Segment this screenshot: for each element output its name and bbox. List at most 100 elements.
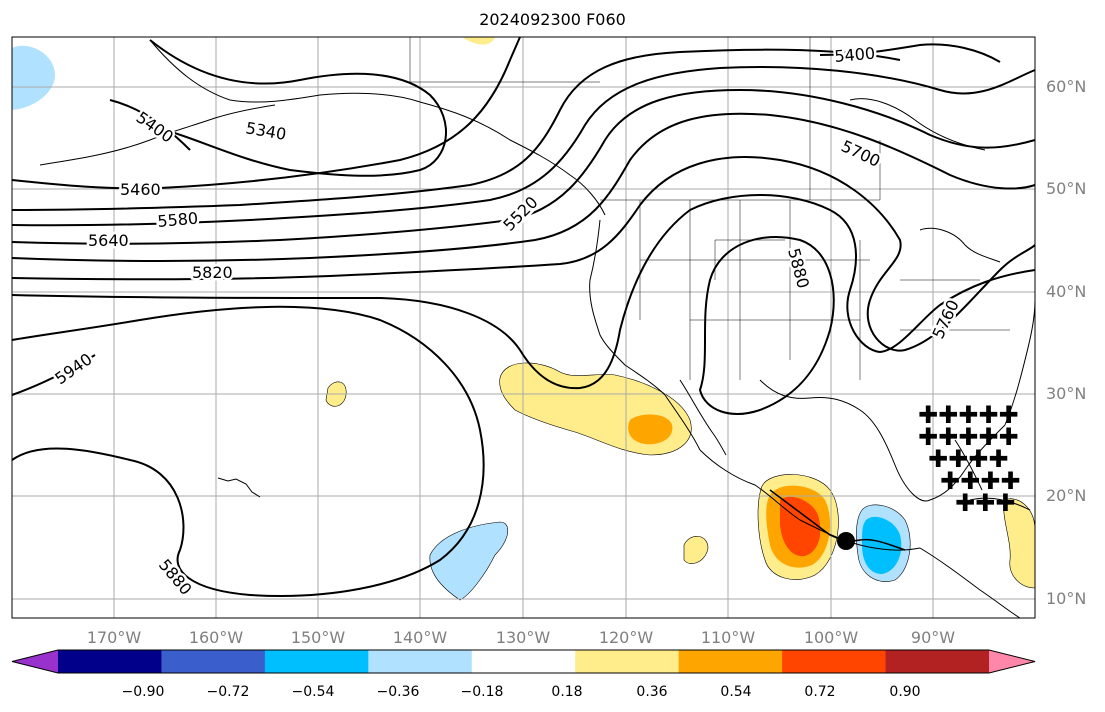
contour-5760 (11, 156, 1036, 352)
map-title: 2024092300 F060 (479, 10, 626, 29)
height-contours (11, 36, 1036, 597)
plus-marker: ✚✚✚ (955, 489, 1015, 517)
lat-label: 60°N (1046, 77, 1087, 96)
contour-label: 5400 (834, 44, 876, 66)
colorbar-segment (58, 650, 162, 673)
alaska-coast (149, 39, 606, 216)
colorbar-tick-label: 0.90 (889, 684, 921, 700)
negative-field-gulf-core (862, 516, 902, 574)
contour-label: 5880 (784, 246, 813, 290)
lon-label: 120°W (598, 628, 654, 647)
contour-label: 5340 (244, 118, 287, 144)
great-lakes (919, 227, 1001, 263)
contour-5700 (11, 112, 1036, 262)
contour-5880 (11, 305, 485, 597)
contour-5400-west (109, 99, 191, 151)
colorbar-tick-label: 0.18 (551, 684, 583, 700)
contour-5820 (11, 194, 1036, 390)
gulf-coast (759, 379, 1006, 502)
colorbar-outline (11, 649, 1036, 674)
colorbar-segment (885, 650, 990, 673)
lon-label: 90°W (910, 628, 956, 647)
mexico-coast (699, 449, 921, 551)
lat-label: 10°N (1046, 589, 1087, 608)
colorbar-tick-label: −0.72 (206, 684, 250, 700)
lon-label: 100°W (803, 628, 859, 647)
cuba (969, 497, 1031, 511)
state-borders (409, 37, 1010, 380)
contour-label: 5940 (51, 349, 95, 388)
contour-5400-east (819, 43, 1001, 63)
contour-label: 5580 (157, 209, 199, 231)
shaded-fields (12, 37, 1036, 601)
positive-field-caribbean (1003, 498, 1036, 589)
lon-label: 140°W (392, 628, 448, 647)
contour-label: 5640 (88, 231, 129, 250)
lat-label: 20°N (1046, 486, 1087, 505)
central-america (919, 547, 1021, 619)
colorbar-tick-label: 0.72 (804, 684, 836, 700)
lon-label: 170°W (86, 628, 142, 647)
map-area: ✚✚✚✚✚ ✚✚✚✚✚ ✚✚✚✚ ✚✚✚✚ ✚✚✚ 5400 5340 5460… (11, 36, 1036, 619)
colorbar-extend-min (12, 650, 58, 673)
contour-label: 5820 (192, 263, 233, 282)
colorbar-segment (161, 650, 266, 673)
lon-label: 110°W (700, 628, 756, 647)
contour-5460 (11, 36, 521, 190)
hawaii (217, 477, 261, 498)
colorbar-segment (575, 650, 680, 673)
lat-label: 40°N (1046, 282, 1087, 301)
lon-label: 130°W (495, 628, 551, 647)
storm-track (769, 489, 906, 551)
marker-cluster: ✚✚✚✚✚ ✚✚✚✚✚ ✚✚✚✚ ✚✚✚✚ ✚✚✚ (918, 401, 1020, 517)
plus-marker: ✚✚✚✚ (928, 445, 1008, 473)
contour-5940 (11, 354, 96, 396)
colorbar-segment (264, 650, 369, 673)
positive-field-small-2 (683, 536, 709, 564)
graticule (12, 37, 1035, 618)
contour-label: 5460 (120, 180, 161, 199)
florida (954, 439, 983, 491)
lon-label: 160°W (188, 628, 244, 647)
lat-label: 50°N (1046, 179, 1087, 198)
colorbar-segment (782, 650, 887, 673)
contour-label: 5520 (499, 193, 541, 235)
colorbar-segment (678, 650, 783, 673)
colorbar-tick-label: −0.54 (291, 684, 335, 700)
convective-markers: ✚✚✚✚✚ ✚✚✚✚✚ ✚✚✚✚ ✚✚✚✚ ✚✚✚ (918, 401, 1020, 517)
colorbar-tick-label: −0.36 (376, 684, 420, 700)
negative-field-pacific (429, 521, 508, 601)
colorbar (11, 649, 1036, 674)
colorbar-tick-label: −0.18 (460, 684, 504, 700)
lat-label: 30°N (1046, 384, 1087, 403)
contour-5580 (11, 66, 1036, 227)
colorbar-extend-max (989, 650, 1035, 673)
storm-position (837, 532, 855, 550)
contour-5640 (11, 88, 1036, 245)
contour-5880-east (698, 235, 835, 415)
plus-marker: ✚✚✚✚✚ (918, 423, 1019, 451)
contour-label: 5880 (155, 555, 196, 598)
hudson-coast (849, 98, 986, 151)
positive-field-top (462, 37, 495, 45)
colorbar-segment (471, 650, 576, 673)
colorbar-tick-label: 0.36 (636, 684, 668, 700)
colorbar-segment (368, 650, 473, 673)
east-coast (1004, 299, 1036, 426)
contour-5340 (149, 39, 447, 177)
contour-label: 5760 (928, 297, 962, 342)
contour-label: 5400 (133, 108, 177, 147)
contour-5520 (11, 48, 901, 211)
plus-marker: ✚✚✚✚ (940, 467, 1020, 495)
negative-field-northwest (12, 45, 55, 110)
lon-label: 150°W (290, 628, 346, 647)
colorbar-tick-label: 0.54 (720, 684, 752, 700)
colorbar-tick-label: −0.90 (121, 684, 165, 700)
plus-marker: ✚✚✚✚✚ (918, 401, 1019, 429)
positive-field-mexico-core (780, 496, 821, 557)
positive-field-baja-core (628, 414, 673, 445)
baja (679, 379, 727, 456)
map-frame (11, 36, 1036, 619)
us-west-coast (589, 219, 701, 451)
